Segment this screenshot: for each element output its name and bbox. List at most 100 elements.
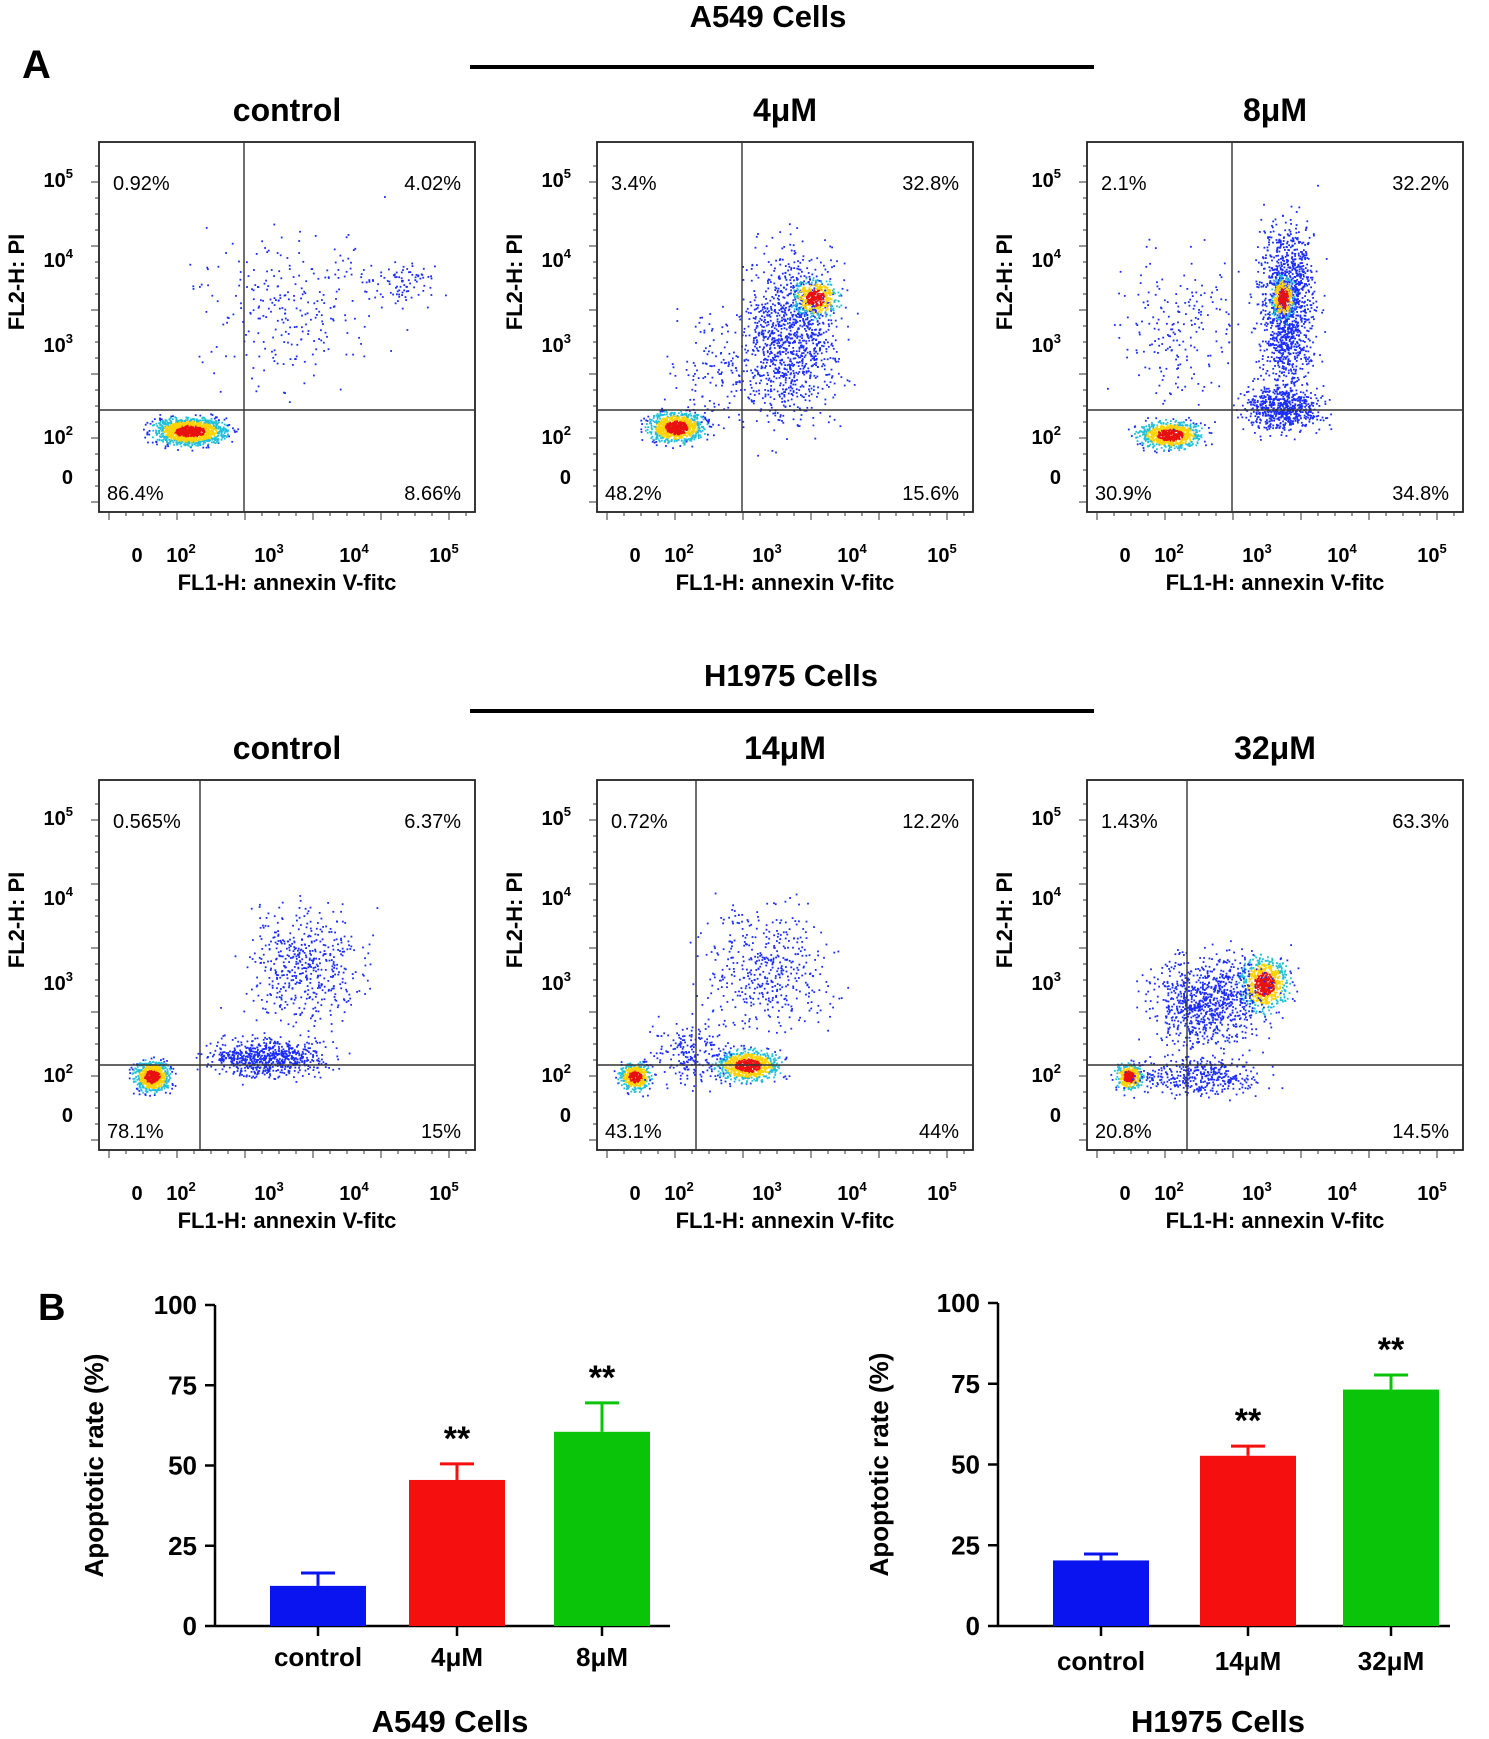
event-dot-1-0 xyxy=(205,446,208,449)
event-dot-2-3 xyxy=(760,408,763,411)
event-dot-2-0 xyxy=(673,411,676,414)
event-dot-1-1 xyxy=(262,341,265,343)
event-dot-2-0 xyxy=(671,434,674,436)
event-dot-2-3 xyxy=(711,328,714,330)
event-dot-2-1 xyxy=(805,312,808,314)
event-dot-2-0 xyxy=(654,426,657,428)
event-dot-1-0 xyxy=(197,422,200,425)
event-dot-2-1 xyxy=(787,356,790,359)
event-dot-2-2 xyxy=(810,291,812,294)
event-dot-2-3 xyxy=(693,398,695,401)
event-dot-2-2 xyxy=(827,289,829,291)
event-dot-2-1 xyxy=(776,291,779,294)
event-dot-1-1 xyxy=(219,390,222,393)
event-dot-2-0 xyxy=(670,414,672,416)
event-dot-1-0 xyxy=(185,423,187,426)
event-dot-2-0 xyxy=(675,427,678,430)
event-dot-2-2 xyxy=(816,313,819,316)
event-dot-2-2 xyxy=(826,298,828,300)
quadrant-ul-percent: 0.92% xyxy=(113,173,170,195)
event-dot-2-0 xyxy=(663,417,665,420)
event-dot-3-0 xyxy=(1178,442,1181,445)
event-dot-1-0 xyxy=(228,424,231,426)
plot-frame xyxy=(596,141,974,513)
event-dot-2-0 xyxy=(662,418,664,420)
event-dot-2-1 xyxy=(822,363,825,365)
event-dot-2-0 xyxy=(671,426,674,429)
event-dot-2-0 xyxy=(646,420,649,422)
event-dot-2-0 xyxy=(688,414,690,416)
event-dot-1-2 xyxy=(405,299,407,301)
event-dot-1-0 xyxy=(204,426,207,429)
event-dot-2-1 xyxy=(783,315,785,318)
event-dot-1-1 xyxy=(339,254,342,257)
event-dot-1-1 xyxy=(252,309,255,312)
event-dot-2-1 xyxy=(835,360,837,363)
event-dot-2-2 xyxy=(811,298,814,300)
event-dot-2-3 xyxy=(731,357,734,360)
event-dot-2-1 xyxy=(793,267,796,269)
event-dot-2-1 xyxy=(779,382,782,385)
event-dot-2-2 xyxy=(801,302,804,304)
event-dot-2-1 xyxy=(801,281,803,284)
event-dot-2-1 xyxy=(782,307,785,310)
flow-plot-title: 8μM xyxy=(1243,92,1307,128)
event-dot-2-3 xyxy=(713,402,715,405)
event-dot-1-1 xyxy=(254,284,257,286)
event-dot-1-0 xyxy=(175,438,178,440)
event-dot-2-1 xyxy=(793,253,796,255)
event-dot-1-0 xyxy=(205,436,208,439)
event-dot-1-1 xyxy=(302,260,305,263)
event-dot-2-1 xyxy=(752,317,755,319)
event-dot-1-1 xyxy=(255,390,258,393)
event-dot-2-2 xyxy=(812,319,815,321)
event-dot-2-1 xyxy=(816,375,819,378)
event-dot-2-1 xyxy=(793,261,796,264)
event-dot-2-0 xyxy=(675,422,677,424)
event-dot-2-3 xyxy=(728,402,731,404)
event-dot-1-1 xyxy=(289,326,291,329)
event-dot-1-0 xyxy=(195,444,198,447)
event-dot-1-2 xyxy=(403,284,406,286)
event-dot-1-0 xyxy=(215,422,217,425)
event-dot-1-0 xyxy=(213,433,216,436)
event-dot-1-2 xyxy=(422,276,425,279)
event-dot-2-0 xyxy=(663,431,665,434)
event-dot-2-3 xyxy=(771,338,773,341)
event-dot-2-3 xyxy=(701,395,704,398)
event-dot-2-1 xyxy=(827,328,830,331)
event-dot-2-1 xyxy=(770,343,773,346)
event-dot-1-1 xyxy=(368,315,370,317)
event-dot-2-3 xyxy=(779,395,781,398)
y-tick-label-exp: 2 xyxy=(66,423,73,438)
event-dot-1-0 xyxy=(226,429,229,432)
event-dot-2-0 xyxy=(662,435,664,438)
event-dot-2-1 xyxy=(811,273,814,276)
event-dot-2-1 xyxy=(789,233,792,236)
event-dot-2-0 xyxy=(687,421,690,424)
event-dot-1-0 xyxy=(186,425,189,427)
event-dot-2-1 xyxy=(756,306,759,309)
event-dot-3-0 xyxy=(1180,433,1183,436)
event-dot-1-0 xyxy=(222,434,224,436)
event-dot-2-0 xyxy=(674,434,677,437)
event-dot-1-0 xyxy=(188,432,191,435)
event-dot-2-1 xyxy=(798,425,801,427)
event-dot-2-0 xyxy=(684,413,687,416)
event-dot-2-0 xyxy=(656,437,659,440)
event-dot-2-0 xyxy=(660,439,663,442)
event-dot-2-2 xyxy=(801,304,804,307)
event-dot-2-0 xyxy=(705,419,708,422)
event-dot-2-1 xyxy=(792,244,795,247)
event-dot-3-0 xyxy=(1177,435,1180,438)
event-dot-2-3 xyxy=(738,375,741,377)
event-dot-2-1 xyxy=(755,316,757,318)
event-dot-2-0 xyxy=(668,420,671,423)
event-dot-1-0 xyxy=(175,417,178,419)
event-dot-2-2 xyxy=(817,286,819,289)
event-dot-1-2 xyxy=(389,291,392,294)
event-dot-2-1 xyxy=(765,310,767,313)
event-dot-2-1 xyxy=(775,368,778,371)
event-dot-1-2 xyxy=(394,276,397,279)
event-dot-1-0 xyxy=(155,441,158,443)
